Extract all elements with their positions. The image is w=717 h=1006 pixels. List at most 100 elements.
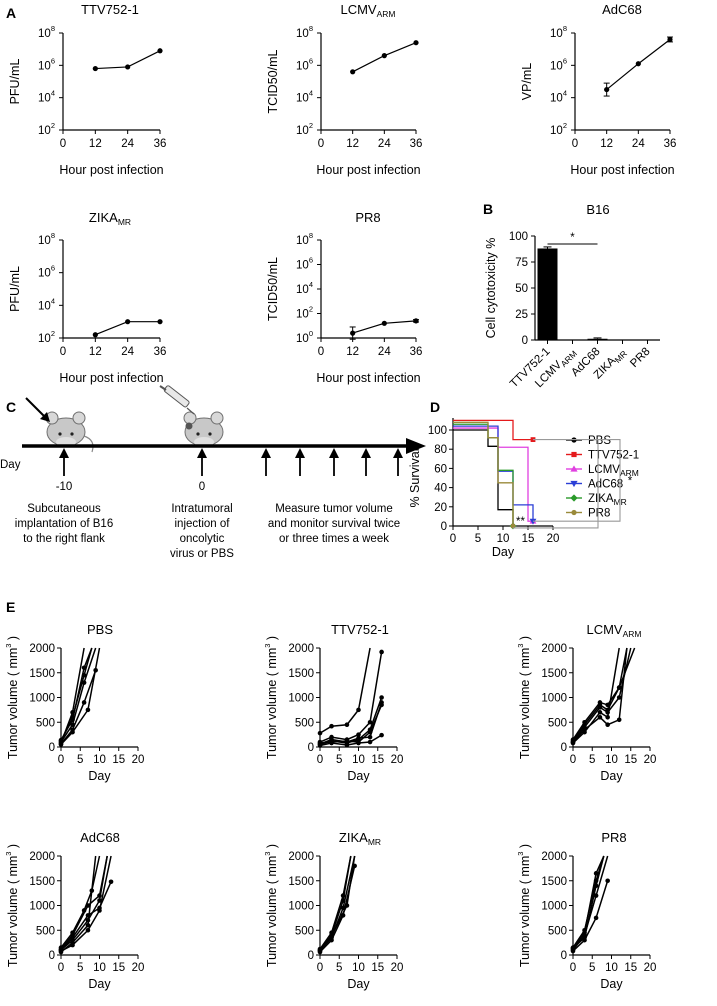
tumor-growth-line [60, 647, 93, 741]
y-tick-label: 20 [434, 502, 447, 514]
x-tick-label: 15 [112, 754, 125, 766]
tumor-growth-line [319, 855, 356, 952]
data-point [85, 923, 91, 928]
y-tick-label: 102 [38, 329, 55, 345]
x-tick-label: 24 [378, 138, 391, 150]
chart-title: AdC68 [80, 830, 120, 845]
panel-label-c: C [6, 399, 16, 415]
series-group [58, 855, 114, 955]
data-point [381, 53, 387, 59]
data-point [582, 935, 587, 940]
y-axis-label: Tumor volume ( mm3 ) [263, 636, 279, 759]
y-axis-label: Cell cytotoxicity % [484, 238, 498, 339]
y-tick-label: 1500 [541, 668, 567, 680]
y-tick-label: 0 [522, 335, 528, 347]
x-tick-label: 5 [589, 962, 595, 974]
x-axis-label: Day [600, 769, 623, 783]
timeline-step1-line: implantation of B16 [15, 518, 113, 530]
data-point [413, 40, 419, 46]
y-tick-label: 104 [550, 89, 567, 105]
y-axis-label: PFU/mL [8, 266, 22, 312]
x-tick-label: 36 [664, 138, 677, 150]
data-point [70, 717, 75, 723]
x-tick-label: 15 [624, 962, 637, 974]
series-group [317, 855, 357, 955]
y-tick-label: 108 [38, 24, 55, 40]
x-tick-label: 0 [58, 754, 64, 766]
data-point [413, 318, 419, 324]
y-tick-label: 104 [38, 89, 55, 105]
mouse-icon-oncolytic [183, 411, 224, 447]
data-point [381, 320, 387, 326]
chart-title: TTV752-1 [331, 622, 389, 637]
legend-label: ZIKAMR [588, 493, 627, 507]
data-point [367, 719, 373, 725]
x-tick-label: 12 [346, 138, 359, 150]
x-tick-label: 15 [371, 754, 384, 766]
chart-adc: AdC68 102 104 106 108 0 12 24 36 VP/mL Hour post i… [520, 2, 676, 177]
y-tick-label: 50 [515, 283, 528, 295]
chart-e_pbs: PBS 0 500 1000 1500 2000 0 5 10 15 20 Tumor volume … [4, 622, 144, 783]
data-point [356, 732, 361, 737]
x-tick-label: 5 [77, 754, 83, 766]
chart-title: PR8 [355, 210, 380, 225]
x-axis-label: Day [88, 977, 111, 991]
y-tick-label: 106 [296, 56, 313, 72]
data-point [329, 740, 334, 746]
tumor-growth-line [60, 855, 97, 953]
x-tick-label: 10 [497, 533, 510, 545]
injection-arrowhead [40, 412, 50, 422]
chart-e_ttv: TTV752-1 0 500 1000 1500 2000 0 5 10 15 20 Tumor vo… [263, 622, 403, 783]
legend-swatch-marker [570, 465, 578, 472]
series-group [570, 647, 636, 746]
significance-bracket [533, 439, 621, 522]
y-tick-label: 75 [515, 257, 528, 269]
chart-e_pr8: PR8 0 500 1000 1500 2000 0 5 10 15 20 Tumor volume … [516, 830, 656, 991]
y-axis-label: TCID50/mL [266, 50, 280, 114]
y-tick-label: 25 [515, 309, 528, 321]
chart-pr8: PR8 100 102 104 106 108 0 12 24 36 TCID50/mL Hour p… [266, 210, 422, 385]
y-tick-label: 1000 [541, 901, 567, 913]
data-point [85, 927, 91, 933]
x-axis-label: Day [347, 977, 370, 991]
x-axis-label: Day [347, 769, 370, 783]
chart-e_adc: AdC68 0 500 1000 1500 2000 0 5 10 15 20 Tumor volum… [4, 830, 144, 991]
x-tick-label: 20 [391, 962, 404, 974]
x-axis-label: Day [88, 769, 111, 783]
timeline-step3-line: Measure tumor volume [275, 503, 393, 515]
x-tick-label: 24 [632, 138, 645, 150]
y-tick-label: 100 [428, 425, 447, 437]
timeline-step1-line: Subcutaneous [27, 503, 101, 515]
timeline-day-label: Day [0, 459, 21, 471]
data-point [58, 742, 64, 747]
timeline-step2-line: Intratumoral [171, 503, 232, 515]
data-point [157, 48, 163, 54]
bar [537, 248, 558, 340]
legend-label: TTV752-1 [588, 450, 639, 462]
timeline-mark-0: 0 [199, 481, 205, 493]
series-group [317, 647, 384, 748]
tumor-growth-line [319, 647, 371, 734]
y-tick-label: 104 [296, 280, 313, 296]
data-point [616, 717, 622, 723]
y-tick-label: 0 [561, 742, 567, 754]
x-tick-label: 0 [60, 346, 66, 358]
significance-bracket [513, 439, 599, 529]
y-tick-label: 500 [548, 717, 567, 729]
y-tick-label: 80 [434, 444, 447, 456]
data-point [92, 65, 98, 72]
y-tick-label: 1000 [288, 693, 314, 705]
x-tick-label: 36 [410, 346, 423, 358]
data-point [593, 893, 599, 898]
data-point [605, 707, 610, 713]
y-tick-label: 0 [308, 950, 314, 962]
y-tick-label: 60 [434, 463, 447, 475]
x-tick-label: 0 [317, 754, 323, 766]
data-point [593, 915, 599, 921]
x-tick-label: 24 [121, 138, 134, 150]
y-tick-label: 0 [308, 742, 314, 754]
data-point [125, 319, 131, 325]
y-axis-label: Tumor volume ( mm3 ) [516, 636, 532, 759]
data-point [597, 715, 603, 720]
data-point [605, 722, 610, 728]
